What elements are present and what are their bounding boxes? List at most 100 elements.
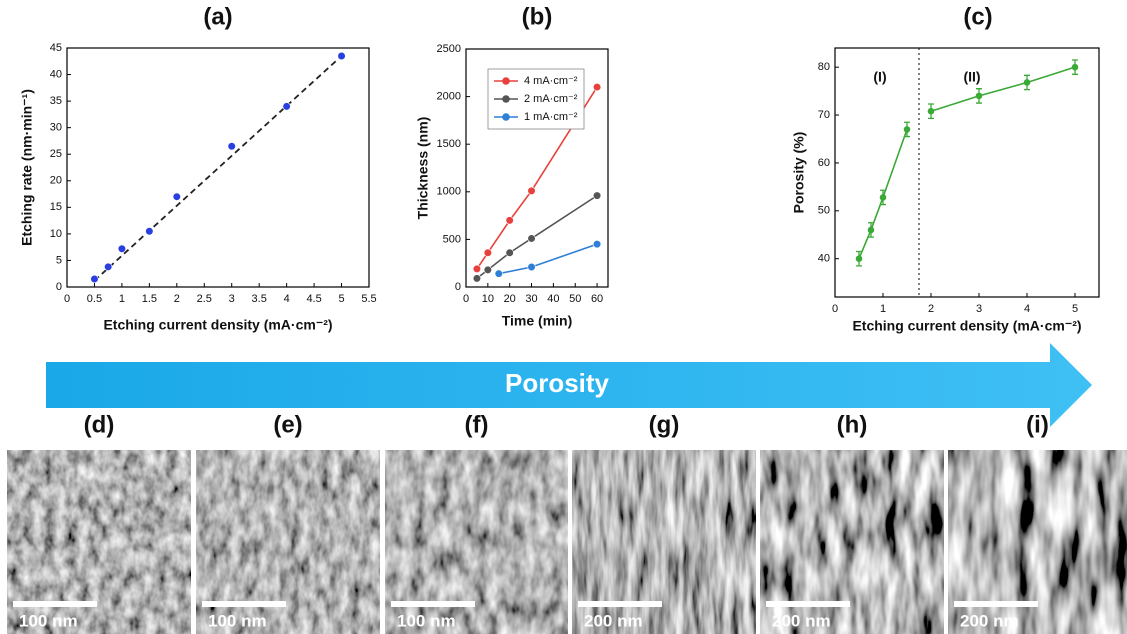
y-tick-label: 10 xyxy=(50,228,62,240)
x-tick-label: 40 xyxy=(547,293,559,305)
y-axis-label: Porosity (%) xyxy=(791,132,807,214)
x-tick-label: 3.5 xyxy=(252,293,267,305)
data-point xyxy=(337,51,346,61)
y-tick-label: 40 xyxy=(818,253,830,265)
x-tick-label: 50 xyxy=(569,293,581,305)
legend-marker xyxy=(502,95,510,103)
x-tick-label: 4 xyxy=(1024,303,1030,315)
annotation: (II) xyxy=(963,69,980,85)
data-point xyxy=(527,262,536,272)
y-tick-label: 35 xyxy=(50,95,62,107)
y-tick-label: 15 xyxy=(50,201,62,213)
data-point xyxy=(104,262,113,271)
data-point xyxy=(1071,63,1079,71)
data-point xyxy=(90,274,99,284)
chart-title: (c) xyxy=(963,3,992,30)
series-line xyxy=(498,243,598,275)
x-tick-label: 5 xyxy=(1072,303,1078,315)
x-tick-label: 0 xyxy=(832,303,838,315)
data-point xyxy=(592,240,602,249)
plot-frame xyxy=(465,48,609,288)
x-tick-label: 4 xyxy=(284,293,290,305)
y-tick-label: 30 xyxy=(50,122,62,134)
arrow-label: Porosity xyxy=(505,368,610,398)
x-tick-label: 5.5 xyxy=(361,293,376,305)
data-point xyxy=(472,274,482,283)
scale-bar xyxy=(578,601,662,607)
scale-bar-label: 200 nm xyxy=(772,611,831,630)
data-point xyxy=(527,186,536,195)
y-tick-label: 0 xyxy=(455,281,461,293)
annotation: (I) xyxy=(873,69,886,85)
fit-line xyxy=(93,55,343,282)
x-axis-label: Etching current density (mA·cm⁻²) xyxy=(103,317,332,333)
data-point xyxy=(505,248,514,257)
data-point xyxy=(975,92,983,100)
y-axis-label: Etching rate (nm·min⁻¹) xyxy=(19,89,35,246)
panel-label: (f) xyxy=(465,411,489,438)
x-tick-label: 2 xyxy=(174,293,180,305)
data-point xyxy=(592,191,602,200)
scale-bar xyxy=(954,601,1038,607)
legend-label: 4 mA·cm⁻² xyxy=(524,75,578,87)
data-point xyxy=(879,194,887,201)
panel-label: (g) xyxy=(649,411,680,438)
data-point xyxy=(282,102,291,111)
data-point xyxy=(1023,79,1031,86)
series-line xyxy=(858,129,908,260)
x-tick-label: 30 xyxy=(525,293,537,305)
panel-label: (d) xyxy=(84,411,115,438)
data-point xyxy=(494,269,503,278)
legend-label: 1 mA·cm⁻² xyxy=(524,111,578,123)
plot-frame xyxy=(834,47,1100,298)
chart-title: (a) xyxy=(203,3,232,30)
y-tick-label: 70 xyxy=(818,109,830,121)
y-tick-label: 40 xyxy=(50,68,62,80)
y-tick-label: 50 xyxy=(818,205,830,217)
series-line xyxy=(476,194,598,280)
data-point xyxy=(527,234,536,243)
scale-bar xyxy=(391,601,475,607)
scale-bar xyxy=(202,601,286,607)
data-point xyxy=(592,82,602,92)
scale-bar-label: 100 nm xyxy=(397,611,456,630)
scale-bar-label: 100 nm xyxy=(208,611,267,630)
legend-marker xyxy=(502,77,510,85)
data-point xyxy=(483,248,492,257)
data-point xyxy=(472,264,482,274)
legend-marker xyxy=(502,113,510,121)
y-tick-label: 5 xyxy=(56,254,62,266)
x-tick-label: 3 xyxy=(976,303,982,315)
panel-label: (i) xyxy=(1026,411,1049,438)
data-point xyxy=(172,192,181,201)
y-tick-label: 0 xyxy=(56,281,62,293)
porosity-arrow xyxy=(46,343,1092,427)
y-tick-label: 1500 xyxy=(437,138,461,150)
data-point xyxy=(145,227,154,236)
y-tick-label: 45 xyxy=(50,42,62,54)
x-tick-label: 20 xyxy=(504,293,516,305)
y-tick-label: 2000 xyxy=(437,91,461,103)
data-point xyxy=(927,107,935,115)
x-tick-label: 5 xyxy=(338,293,344,305)
data-point xyxy=(483,265,492,274)
x-tick-label: 0 xyxy=(64,293,70,305)
x-tick-label: 2.5 xyxy=(197,293,212,305)
panel-label: (e) xyxy=(273,411,302,438)
chart-title: (b) xyxy=(522,3,553,30)
y-tick-label: 60 xyxy=(818,157,830,169)
scale-bar xyxy=(766,601,850,607)
y-tick-label: 1000 xyxy=(437,186,461,198)
y-tick-label: 20 xyxy=(50,175,62,187)
data-point xyxy=(855,255,863,262)
data-point xyxy=(903,126,911,133)
plot-frame xyxy=(66,47,370,288)
series-line xyxy=(930,66,1076,112)
x-tick-label: 10 xyxy=(482,293,494,305)
x-tick-label: 3 xyxy=(229,293,235,305)
x-tick-label: 1 xyxy=(880,303,886,315)
scale-bar-label: 100 nm xyxy=(19,611,78,630)
x-tick-label: 2 xyxy=(928,303,934,315)
data-point xyxy=(117,244,127,253)
